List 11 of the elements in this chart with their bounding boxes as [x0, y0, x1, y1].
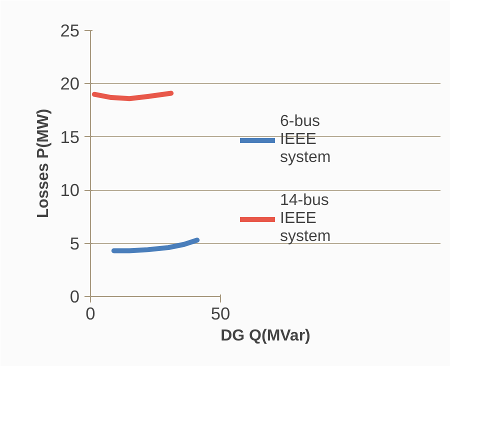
x-axis-title: DG Q(MVar)	[220, 328, 310, 344]
y-tick-label: 25	[60, 20, 80, 40]
x-tick-label: 50	[210, 304, 230, 324]
y-tick-label: 20	[60, 74, 80, 94]
y-axis-title: Losses P(MW)	[35, 108, 52, 218]
y-tick-label: 0	[70, 286, 80, 306]
legend-label: 14-bus IEEE system	[280, 192, 331, 246]
legend-label: 6-bus IEEE system	[280, 113, 331, 167]
y-tick-label: 10	[60, 180, 80, 200]
y-tick-label: 15	[60, 126, 80, 147]
y-tick-label: 5	[70, 233, 80, 254]
